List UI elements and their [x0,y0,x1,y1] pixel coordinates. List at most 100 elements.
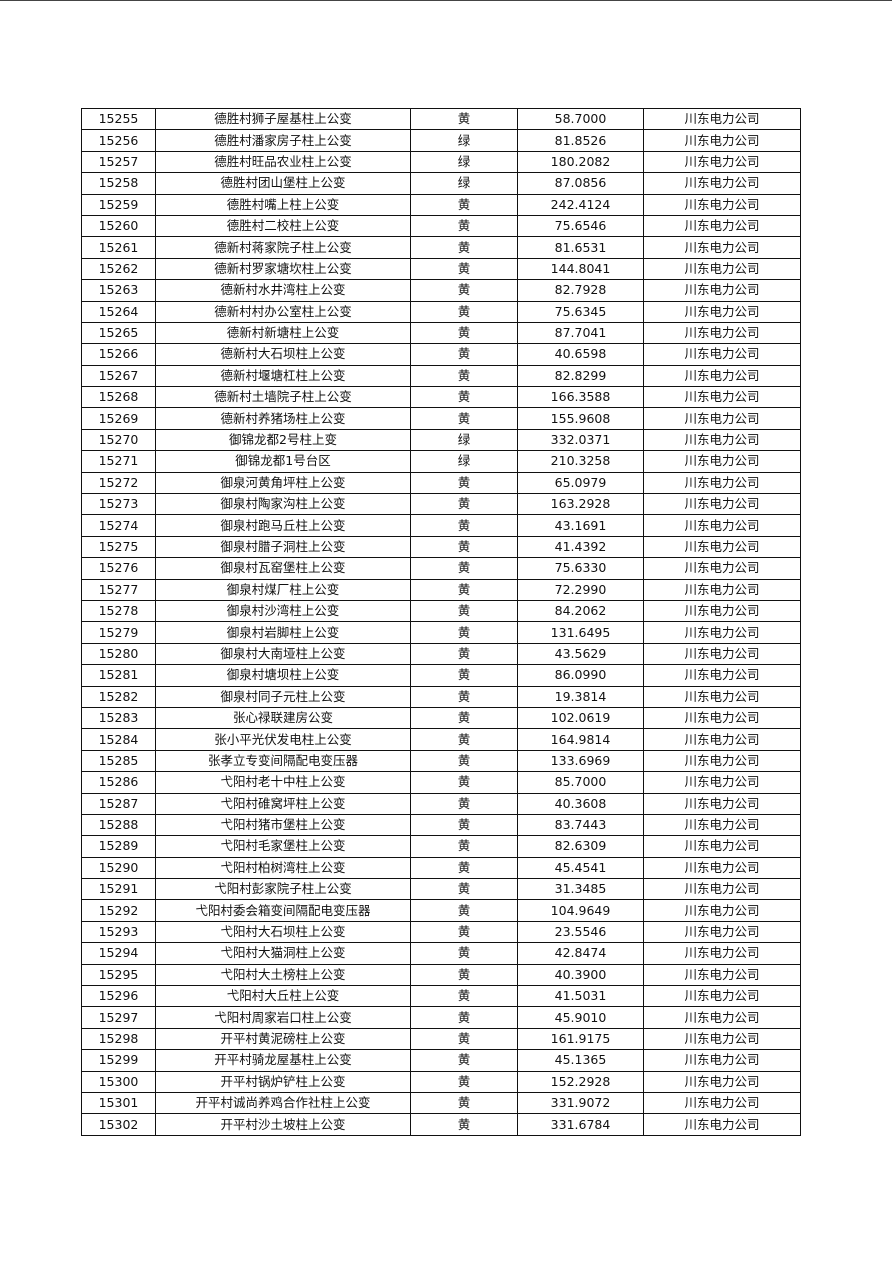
table-row: 15297 弋阳村周家岩口柱上公变黄 45.9010 川东电力公司 [81,1006,801,1029]
value-cell: 40.3900 [517,963,644,987]
company-cell: 川东电力公司 [643,214,801,238]
row-number-cell: 15279 [81,621,156,644]
station-name-cell: 御泉河黄角坪柱上公变 [155,471,411,495]
company-cell: 川东电力公司 [643,728,801,751]
station-name-cell: 德新村罗家塘坎柱上公变 [155,257,411,281]
row-number-cell: 15277 [81,578,156,601]
table-row: 15278 御泉村沙湾柱上公变黄 84.2062 川东电力公司 [81,599,801,623]
value-cell: 155.9608 [517,407,644,430]
row-number-cell: 15275 [81,535,156,559]
company-cell: 川东电力公司 [643,1113,801,1136]
station-name-cell: 御泉村腊子洞柱上公变 [155,535,411,559]
status-color-cell: 黄 [410,321,518,345]
status-color-cell: 黄 [410,749,518,773]
table-row: 15269 德新村养猪场柱上公变黄 155.9608 川东电力公司 [81,407,801,430]
status-color-cell: 黄 [410,664,518,687]
company-cell: 川东电力公司 [643,493,801,516]
station-name-cell: 御泉村瓦窑堡柱上公变 [155,557,411,580]
status-color-cell: 黄 [410,728,518,751]
table-row: 15265 德新村新塘柱上公变黄 87.7041 川东电力公司 [81,321,801,345]
table-row: 15270 御锦龙都2号柱上变绿 332.0371 川东电力公司 [81,428,801,452]
row-number-cell: 15300 [81,1070,156,1093]
company-cell: 川东电力公司 [643,749,801,773]
table-row: 15260 德胜村二校柱上公变黄 75.6546 川东电力公司 [81,214,801,238]
status-color-cell: 黄 [410,578,518,601]
status-color-cell: 黄 [410,193,518,216]
company-cell: 川东电力公司 [643,985,801,1008]
status-color-cell: 黄 [410,1006,518,1029]
station-name-cell: 弋阳村大石坝柱上公变 [155,920,411,944]
row-number-cell: 15258 [81,172,156,195]
company-cell: 川东电力公司 [643,856,801,880]
table-body: 15255 德胜村狮子屋基柱上公变黄 58.7000 川东电力公司 15256 德胜村潘家… [81,107,801,1136]
row-number-cell: 15280 [81,642,156,666]
table-row: 15267 德新村堰塘杠柱上公变黄 82.8299 川东电力公司 [81,364,801,388]
company-cell: 川东电力公司 [643,813,801,837]
value-cell: 43.5629 [517,642,644,666]
value-cell: 84.2062 [517,599,644,623]
company-cell: 川东电力公司 [643,899,801,922]
station-name-cell: 弋阳村委会箱变间隔配电变压器 [155,899,411,922]
value-cell: 85.7000 [517,771,644,794]
company-cell: 川东电力公司 [643,428,801,452]
value-cell: 45.4541 [517,856,644,880]
station-name-cell: 弋阳村大猫洞柱上公变 [155,942,411,965]
row-number-cell: 15289 [81,835,156,858]
status-color-cell: 黄 [410,685,518,708]
company-cell: 川东电力公司 [643,878,801,901]
status-color-cell: 黄 [410,535,518,559]
row-number-cell: 15261 [81,236,156,259]
station-name-cell: 弋阳村彭家院子柱上公变 [155,878,411,901]
company-cell: 川东电力公司 [643,172,801,195]
table-row: 15277 御泉村煤厂柱上公变黄 72.2990 川东电力公司 [81,578,801,601]
value-cell: 144.8041 [517,257,644,281]
value-cell: 332.0371 [517,428,644,452]
station-name-cell: 德胜村旺品农业柱上公变 [155,150,411,174]
value-cell: 82.8299 [517,364,644,388]
station-name-cell: 德新村土墙院子柱上公变 [155,386,411,409]
row-number-cell: 15265 [81,321,156,345]
table-row: 15296 弋阳村大丘柱上公变黄 41.5031 川东电力公司 [81,985,801,1008]
company-cell: 川东电力公司 [643,664,801,687]
table-row: 15255 德胜村狮子屋基柱上公变黄 58.7000 川东电力公司 [81,107,801,131]
company-cell: 川东电力公司 [643,450,801,473]
company-cell: 川东电力公司 [643,193,801,216]
row-number-cell: 15302 [81,1113,156,1136]
status-color-cell: 黄 [410,899,518,922]
row-number-cell: 15267 [81,364,156,388]
station-name-cell: 德新村堰塘杠柱上公变 [155,364,411,388]
table-row: 15274 御泉村跑马丘柱上公变黄 43.1691 川东电力公司 [81,514,801,537]
value-cell: 133.6969 [517,749,644,773]
company-cell: 川东电力公司 [643,963,801,987]
table-row: 15300 开平村锅炉铲柱上公变黄 152.2928 川东电力公司 [81,1070,801,1093]
row-number-cell: 15260 [81,214,156,238]
value-cell: 72.2990 [517,578,644,601]
company-cell: 川东电力公司 [643,407,801,430]
station-name-cell: 弋阳村柏树湾柱上公变 [155,856,411,880]
table-row: 15291 弋阳村彭家院子柱上公变黄 31.3485 川东电力公司 [81,878,801,901]
status-color-cell: 黄 [410,856,518,880]
value-cell: 23.5546 [517,920,644,944]
station-name-cell: 弋阳村猪市堡柱上公变 [155,813,411,837]
value-cell: 75.6546 [517,214,644,238]
station-name-cell: 德新村村办公室柱上公变 [155,300,411,323]
station-name-cell: 御锦龙都2号柱上变 [155,428,411,452]
row-number-cell: 15301 [81,1091,156,1115]
value-cell: 87.0856 [517,172,644,195]
row-number-cell: 15262 [81,257,156,281]
value-cell: 180.2082 [517,150,644,174]
row-number-cell: 15272 [81,471,156,495]
value-cell: 81.8526 [517,129,644,152]
status-color-cell: 黄 [410,1113,518,1136]
status-color-cell: 黄 [410,1070,518,1093]
company-cell: 川东电力公司 [643,514,801,537]
table-row: 15258 德胜村团山堡柱上公变绿 87.0856 川东电力公司 [81,172,801,195]
table-row: 15262 德新村罗家塘坎柱上公变黄 144.8041 川东电力公司 [81,257,801,281]
row-number-cell: 15287 [81,792,156,815]
status-color-cell: 绿 [410,450,518,473]
status-color-cell: 绿 [410,172,518,195]
company-cell: 川东电力公司 [643,150,801,174]
value-cell: 43.1691 [517,514,644,537]
station-name-cell: 御泉村煤厂柱上公变 [155,578,411,601]
table-row: 15288 弋阳村猪市堡柱上公变黄 83.7443 川东电力公司 [81,813,801,837]
